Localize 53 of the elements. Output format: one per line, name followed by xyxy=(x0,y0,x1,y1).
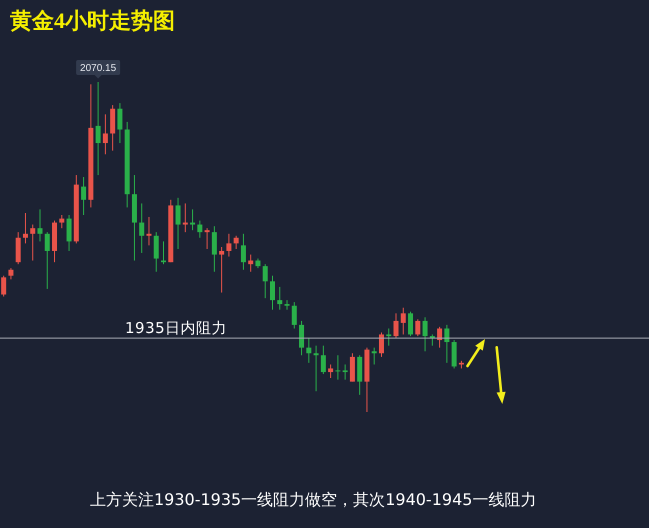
text: 上方关注1930-1935一线阻力做空，其次1940-1945一线阻力 xyxy=(90,490,536,511)
candlestick xyxy=(248,254,254,272)
candlestick xyxy=(37,208,42,242)
candlestick xyxy=(146,216,152,246)
candlestick xyxy=(219,246,224,294)
candlestick xyxy=(182,202,188,233)
candlestick xyxy=(284,300,290,310)
candlestick xyxy=(292,302,297,330)
candlestick xyxy=(212,226,217,272)
candlestick xyxy=(400,307,406,335)
candlestick xyxy=(66,214,72,252)
candlestick xyxy=(234,235,239,250)
candlestick xyxy=(255,258,260,269)
candlestick xyxy=(437,326,442,348)
candlestick xyxy=(154,232,159,272)
candlestick xyxy=(197,220,202,238)
candlestick xyxy=(240,233,246,270)
candlestick xyxy=(8,268,14,280)
ref-line-label: 1935日内阻力 xyxy=(125,319,228,338)
candlestick xyxy=(262,264,268,299)
candlestick xyxy=(415,318,420,337)
candlestick xyxy=(270,275,275,310)
candlestick xyxy=(342,364,348,380)
candlestick xyxy=(96,82,101,176)
candlestick xyxy=(386,328,392,346)
candlestick xyxy=(408,311,414,337)
candlestick xyxy=(372,347,377,365)
candlestick xyxy=(299,320,304,356)
candlestick xyxy=(161,240,166,265)
chart-title: 黄金4小时走势图 xyxy=(10,7,175,35)
candlestick xyxy=(59,214,64,229)
candlestick xyxy=(277,286,282,310)
candlestick xyxy=(44,232,50,290)
candlestick xyxy=(335,354,340,380)
candlestick xyxy=(320,345,326,375)
candlestick xyxy=(422,316,428,352)
candlestick xyxy=(226,233,232,258)
candlestick xyxy=(204,228,210,250)
candlestick xyxy=(378,332,384,358)
candlestick xyxy=(190,208,196,231)
text: 2070.15 xyxy=(80,63,116,74)
candlestick xyxy=(102,114,108,155)
candlestick xyxy=(22,212,28,244)
candlestick xyxy=(176,197,181,250)
candlestick xyxy=(30,224,36,262)
candlestick xyxy=(1,275,6,297)
candlestick xyxy=(306,338,312,364)
candlestick xyxy=(139,202,144,254)
candlestick xyxy=(117,102,122,144)
candlestick xyxy=(444,324,450,364)
candlestick xyxy=(81,176,86,216)
candlestick xyxy=(394,312,399,339)
candlestick xyxy=(328,364,334,379)
